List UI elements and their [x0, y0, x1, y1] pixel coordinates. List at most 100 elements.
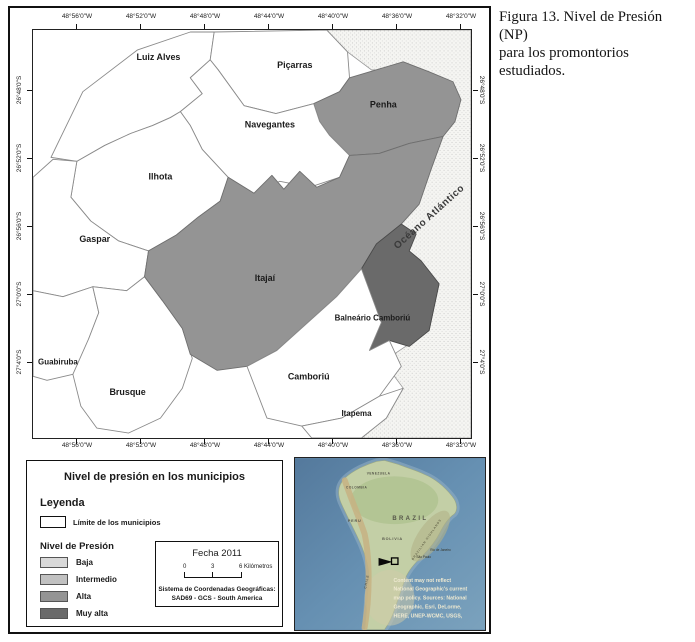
- study-area-marker: [390, 557, 399, 566]
- caption-line-2: para los promontorios estudiados.: [499, 45, 629, 80]
- scale-end: 6 Kilómetros: [239, 564, 273, 570]
- axis-tick: [76, 439, 77, 444]
- limite-row: Límite de los municipios: [40, 516, 161, 528]
- lon-label-bottom: 48°48'0"W: [189, 442, 221, 449]
- inset-country-label: BOLIVIA: [382, 537, 403, 541]
- municipality-label: Balneário Camboriú: [335, 314, 411, 323]
- axis-tick: [140, 24, 141, 29]
- crs-line-2: SAD69 - GCS - South America: [171, 595, 263, 602]
- scale-mid: 3: [211, 564, 215, 570]
- inset-attribution: HERE, UNEP-WCMC, USGS,: [393, 614, 462, 620]
- limite-label: Límite de los municipios: [73, 517, 161, 527]
- inset-country-label: BRAZIL: [392, 516, 428, 522]
- axis-tick: [396, 24, 397, 29]
- map-info-box: Fecha 2011 0 3 6 Kilómetros Sistema de C…: [155, 541, 279, 607]
- axis-tick: [27, 362, 32, 363]
- inset-map-svg: VENEZUELA COLOMBIA PERU BOLIVIA BRAZIL C…: [295, 458, 485, 630]
- lat-label-left: 27°0'0"S: [16, 281, 23, 307]
- lon-label-bottom: 48°56'0"W: [61, 442, 93, 449]
- muy-alta-label: Muy alta: [76, 609, 109, 618]
- axis-tick: [332, 24, 333, 29]
- scale-tick: [184, 572, 186, 577]
- axis-tick: [332, 439, 333, 444]
- municipality-label: Ilhota: [149, 171, 174, 181]
- lat-label-left: 26°48'0"S: [16, 75, 23, 105]
- legend-title: Nivel de presión en los municipios: [64, 471, 245, 483]
- inset-city-label: São Paulo: [416, 555, 431, 559]
- lon-label-top: 48°32'0"W: [445, 13, 477, 20]
- axis-tick: [460, 439, 461, 444]
- intermedio-swatch: [40, 574, 68, 585]
- axis-tick: [396, 439, 397, 444]
- lat-label-left: 26°56'0"S: [16, 211, 23, 241]
- axis-tick: [473, 362, 478, 363]
- limite-swatch: [40, 516, 66, 528]
- scale-tick: [212, 572, 214, 577]
- inset-country-label: PERU: [348, 519, 362, 523]
- figure-caption: Figura 13. Nivel de Presión (NP) para lo…: [499, 8, 691, 80]
- axis-tick: [140, 439, 141, 444]
- lon-label-bottom: 48°36'0"W: [381, 442, 413, 449]
- lon-label-bottom: 48°52'0"W: [125, 442, 157, 449]
- axis-tick: [27, 294, 32, 295]
- study-area-pointer: [378, 557, 393, 566]
- inset-attribution: Content may not reflect: [393, 578, 451, 584]
- lon-label-top: 48°36'0"W: [381, 13, 413, 20]
- intermedio-label: Intermedio: [76, 575, 117, 584]
- municipality-label: Gaspar: [79, 234, 110, 244]
- nivel-heading: Nivel de Presión: [40, 541, 114, 552]
- main-map: Luiz Alves Piçarras Penha Navegantes Ilh…: [32, 29, 472, 439]
- inset-locator-map: VENEZUELA COLOMBIA PERU BOLIVIA BRAZIL C…: [294, 457, 486, 631]
- axis-tick: [460, 24, 461, 29]
- axis-tick: [473, 90, 478, 91]
- lon-label-top: 48°52'0"W: [125, 13, 157, 20]
- municipality-label: Itajaí: [255, 273, 276, 283]
- scale-start: 0: [183, 564, 187, 570]
- axis-tick: [204, 24, 205, 29]
- axis-tick: [27, 90, 32, 91]
- axis-tick: [204, 439, 205, 444]
- andes-range: [341, 477, 372, 630]
- inset-city-label: Rio de Janeiro: [430, 548, 451, 552]
- inset-attribution: Geographic, Esri, DeLorme,: [393, 605, 461, 611]
- lon-label-top: 48°56'0"W: [61, 13, 93, 20]
- inset-attribution: map policy. Sources: National: [393, 596, 467, 602]
- axis-tick: [473, 294, 478, 295]
- lon-label-bottom: 48°40'0"W: [317, 442, 349, 449]
- scale-tick: [241, 572, 243, 577]
- municipality-label: Luiz Alves: [137, 52, 181, 62]
- pampas-region: [364, 569, 415, 626]
- axis-tick: [27, 158, 32, 159]
- municipality-map-svg: Luiz Alves Piçarras Penha Navegantes Ilh…: [33, 30, 471, 438]
- axis-tick: [76, 24, 77, 29]
- amazon-region: [350, 476, 439, 525]
- municipality-label: Itapema: [341, 409, 372, 418]
- lon-label-top: 48°44'0"W: [253, 13, 285, 20]
- lon-label-top: 48°48'0"W: [189, 13, 221, 20]
- inset-country-label: COLOMBIA: [346, 485, 367, 489]
- highlands-region: [410, 510, 451, 562]
- lon-label-bottom: 48°32'0"W: [445, 442, 477, 449]
- baja-swatch: [40, 557, 68, 568]
- axis-tick: [473, 226, 478, 227]
- baja-label: Baja: [76, 558, 93, 567]
- municipality-label: Navegantes: [245, 120, 295, 130]
- inset-country-label: CHILE: [363, 574, 370, 589]
- axis-tick: [473, 158, 478, 159]
- municipality-label: Guabiruba: [38, 357, 78, 366]
- inset-country-label: VENEZUELA: [367, 471, 391, 475]
- crs-line-1: Sistema de Coordenadas Geográficas:: [158, 586, 276, 593]
- scale-line: [184, 577, 242, 578]
- alta-swatch: [40, 591, 68, 602]
- municipality-label: Camboriú: [288, 371, 330, 381]
- municipality-label: Piçarras: [277, 60, 312, 70]
- legend-level-alta: Alta: [40, 591, 91, 602]
- lon-label-top: 48°40'0"W: [317, 13, 349, 20]
- caption-line-1: Figura 13. Nivel de Presión (NP): [499, 9, 663, 44]
- legend-level-baja: Baja: [40, 557, 93, 568]
- leyenda-heading: Leyenda: [40, 497, 85, 509]
- municipality-itapema-shape: [301, 387, 404, 438]
- legend-level-muy-alta: Muy alta: [40, 608, 108, 619]
- axis-tick: [27, 226, 32, 227]
